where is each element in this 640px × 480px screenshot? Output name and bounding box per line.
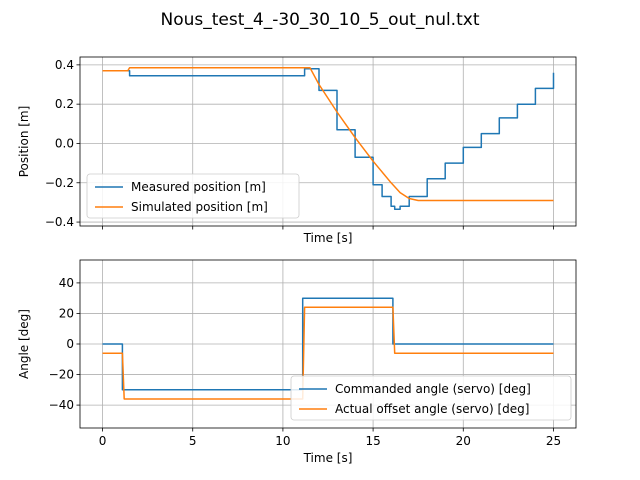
x-tick-label: 25 xyxy=(546,434,561,448)
x-axis-label: Time [s] xyxy=(303,451,353,465)
y-tick-label: −40 xyxy=(49,398,74,412)
x-tick-label: 20 xyxy=(456,434,471,448)
series-line-1 xyxy=(102,68,555,211)
axes-frame xyxy=(79,56,577,227)
y-tick-label: −20 xyxy=(49,368,74,382)
series-line-1 xyxy=(102,297,554,391)
legend: Measured position [m] Simulated position … xyxy=(86,173,300,219)
y-axis-label: Angle [deg] xyxy=(17,309,31,379)
x-tick-label: 5 xyxy=(189,434,197,448)
y-tick-label: −0.4 xyxy=(45,215,74,229)
legend-label-2: Simulated position [m] xyxy=(131,200,268,214)
legend-label-1: Commanded angle (servo) [deg] xyxy=(335,382,531,396)
y-tick-label: −0.2 xyxy=(45,176,74,190)
position-subplot: −0.4 −0.2 0.0 0.2 0.4 Time [s] Position [m] Mea… xyxy=(17,56,577,245)
legend-box xyxy=(86,173,300,219)
y-tick-label: 0.4 xyxy=(55,58,74,72)
y-tick-label: 0.2 xyxy=(55,97,74,111)
legend-label-2: Actual offset angle (servo) [deg] xyxy=(335,402,529,416)
angle-subplot: 0 5 10 15 20 25 −40 −20 0 20 40 Time [s] Angle [deg]… xyxy=(17,259,577,465)
y-tick-label: 20 xyxy=(59,306,74,320)
series-line-2 xyxy=(102,306,554,400)
legend-box xyxy=(290,375,572,421)
y-tick-label: 0.0 xyxy=(55,136,74,150)
legend-label-1: Measured position [m] xyxy=(131,180,266,194)
x-axis-label: Time [s] xyxy=(303,231,353,245)
x-tick-label: 15 xyxy=(365,434,380,448)
x-tick-label: 10 xyxy=(275,434,290,448)
x-tick-label: 0 xyxy=(99,434,107,448)
y-tick-label: 0 xyxy=(66,337,74,351)
figure-title: Nous_test_4_-30_30_10_5_out_nul.txt xyxy=(161,10,480,30)
legend: Commanded angle (servo) [deg] Actual offs… xyxy=(290,375,572,421)
y-tick-label: 40 xyxy=(59,276,74,290)
y-axis-label: Position [m] xyxy=(17,106,31,178)
series-line-2 xyxy=(102,67,554,202)
